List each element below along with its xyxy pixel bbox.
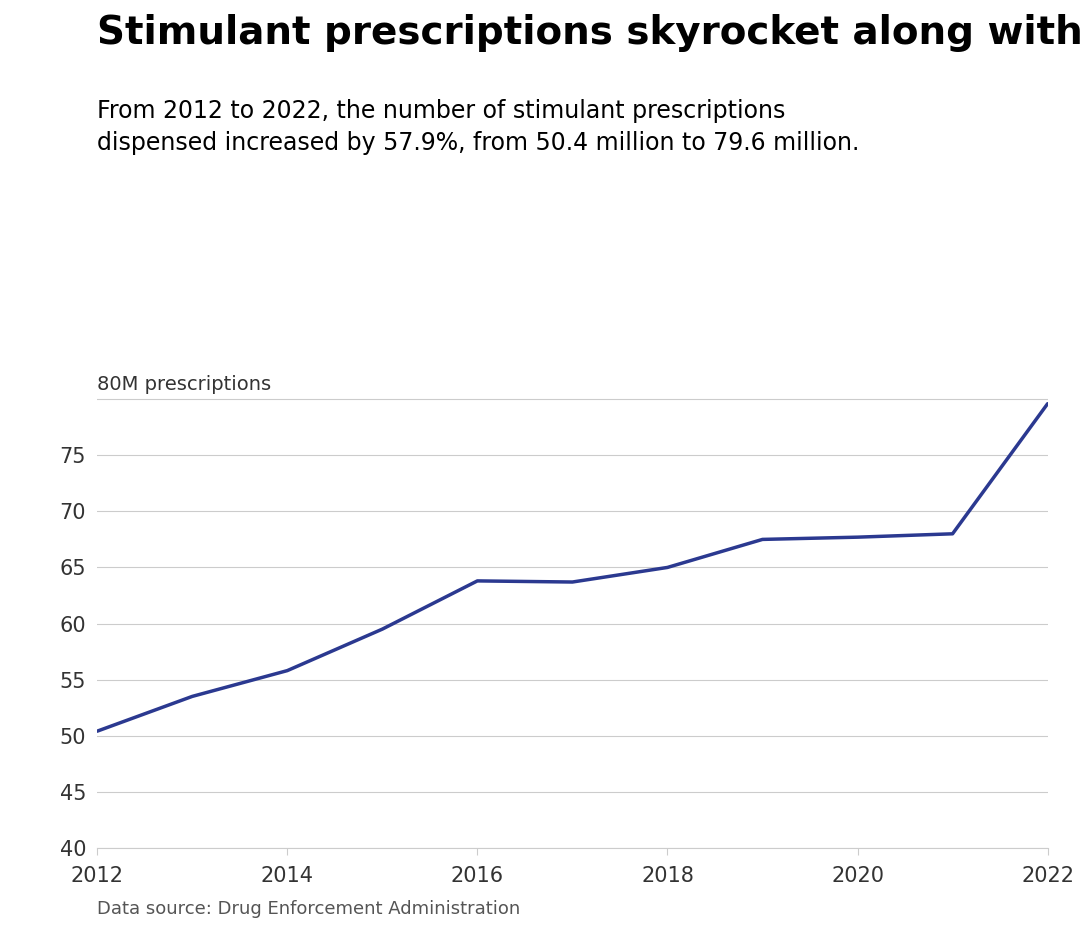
Text: Stimulant prescriptions skyrocket along with ADHD: Stimulant prescriptions skyrocket along … [97, 14, 1080, 52]
Text: 80M prescriptions: 80M prescriptions [97, 375, 271, 394]
Text: From 2012 to 2022, the number of stimulant prescriptions
dispensed increased by : From 2012 to 2022, the number of stimula… [97, 99, 860, 155]
Text: Data source: Drug Enforcement Administration: Data source: Drug Enforcement Administra… [97, 901, 521, 918]
